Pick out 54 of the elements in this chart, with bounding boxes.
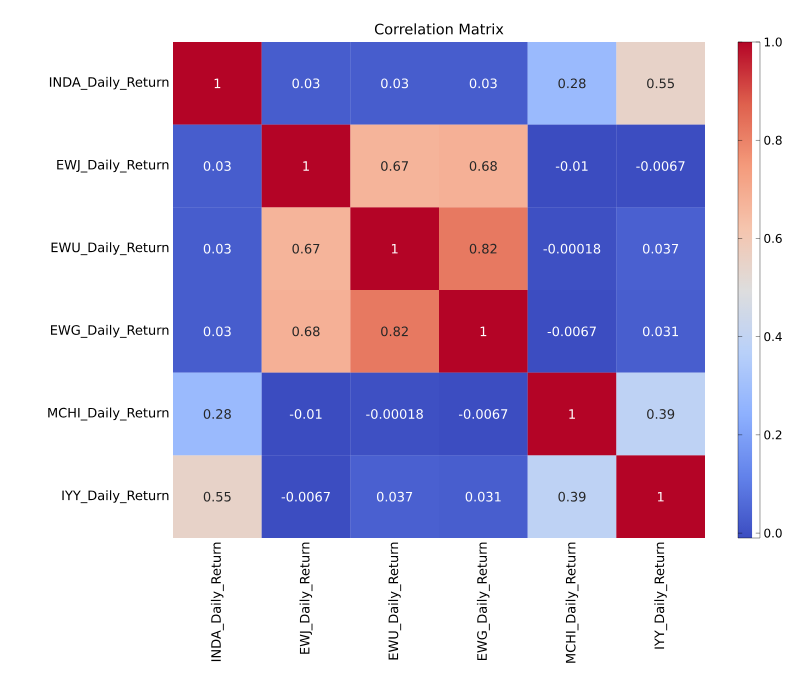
data-label: 0.03 [204, 244, 231, 254]
x-tick-label: MCHI_Daily_Return [566, 542, 578, 663]
y-tick-label: IYY_Daily_Return [62, 490, 168, 504]
data-label: 0.03 [292, 78, 320, 88]
data-label: 1 [303, 161, 309, 171]
data-label: 0.67 [292, 244, 320, 254]
chart-title: Correlation Matrix [374, 23, 504, 35]
data-label: 0.037 [642, 244, 678, 254]
data-label: -0.00018 [544, 244, 600, 254]
color-bar-label: 0.8 [764, 136, 782, 145]
color-bar-label: 0.4 [764, 332, 782, 342]
color-bar-label: 1.0 [764, 37, 782, 47]
y-tick-label: EWG_Daily_Return [51, 324, 168, 338]
y-tick-label: INDA_Daily_Return [50, 76, 168, 90]
data-label: -0.0067 [548, 326, 596, 336]
data-label: -0.01 [290, 409, 322, 419]
data-label: -0.0067 [636, 161, 685, 171]
data-label: 0.55 [647, 78, 674, 88]
data-label: 0.82 [381, 326, 408, 336]
data-label: 0.68 [470, 161, 497, 171]
data-label: -0.01 [556, 161, 588, 171]
x-tick-label: IYY_Daily_Return [654, 542, 668, 649]
data-label: 0.03 [204, 161, 231, 171]
data-label: 1 [392, 244, 398, 254]
data-label: 0.03 [204, 326, 231, 336]
data-label: 0.037 [376, 492, 412, 502]
data-label: 0.28 [558, 78, 586, 88]
data-label: 0.68 [292, 326, 320, 336]
data-label: 1 [214, 78, 220, 88]
x-tick-label: EWU_Daily_Return [388, 542, 402, 660]
data-label: -0.0067 [458, 409, 508, 419]
color-bar-label: 0.6 [764, 234, 782, 243]
data-label: 0.03 [381, 78, 408, 88]
data-label: 1 [569, 409, 575, 419]
data-label: 0.39 [647, 409, 674, 419]
y-tick-label: MCHI_Daily_Return [48, 408, 168, 420]
x-tick-label: EWG_Daily_Return [476, 542, 490, 660]
data-label: 0.39 [558, 492, 586, 502]
data-label: 0.031 [642, 326, 678, 336]
color-bar-label: 0.0 [764, 528, 782, 538]
data-label: 1 [480, 326, 486, 336]
data-label: 0.031 [466, 492, 501, 502]
y-tick-label: EWJ_Daily_Return [57, 160, 168, 172]
data-label: 0.28 [204, 409, 231, 419]
color-bar-label: 0.2 [764, 430, 782, 440]
data-label: 0.03 [470, 78, 497, 88]
data-label: 1 [658, 492, 664, 502]
data-label: -0.00018 [366, 409, 423, 419]
data-label: 0.67 [381, 161, 408, 171]
x-tick-label: EWJ_Daily_Return [300, 542, 312, 654]
data-label: 0.82 [470, 244, 496, 254]
data-label: 0.55 [204, 492, 231, 502]
y-tick-label: EWU_Daily_Return [52, 242, 168, 256]
data-label: -0.0067 [282, 492, 330, 502]
